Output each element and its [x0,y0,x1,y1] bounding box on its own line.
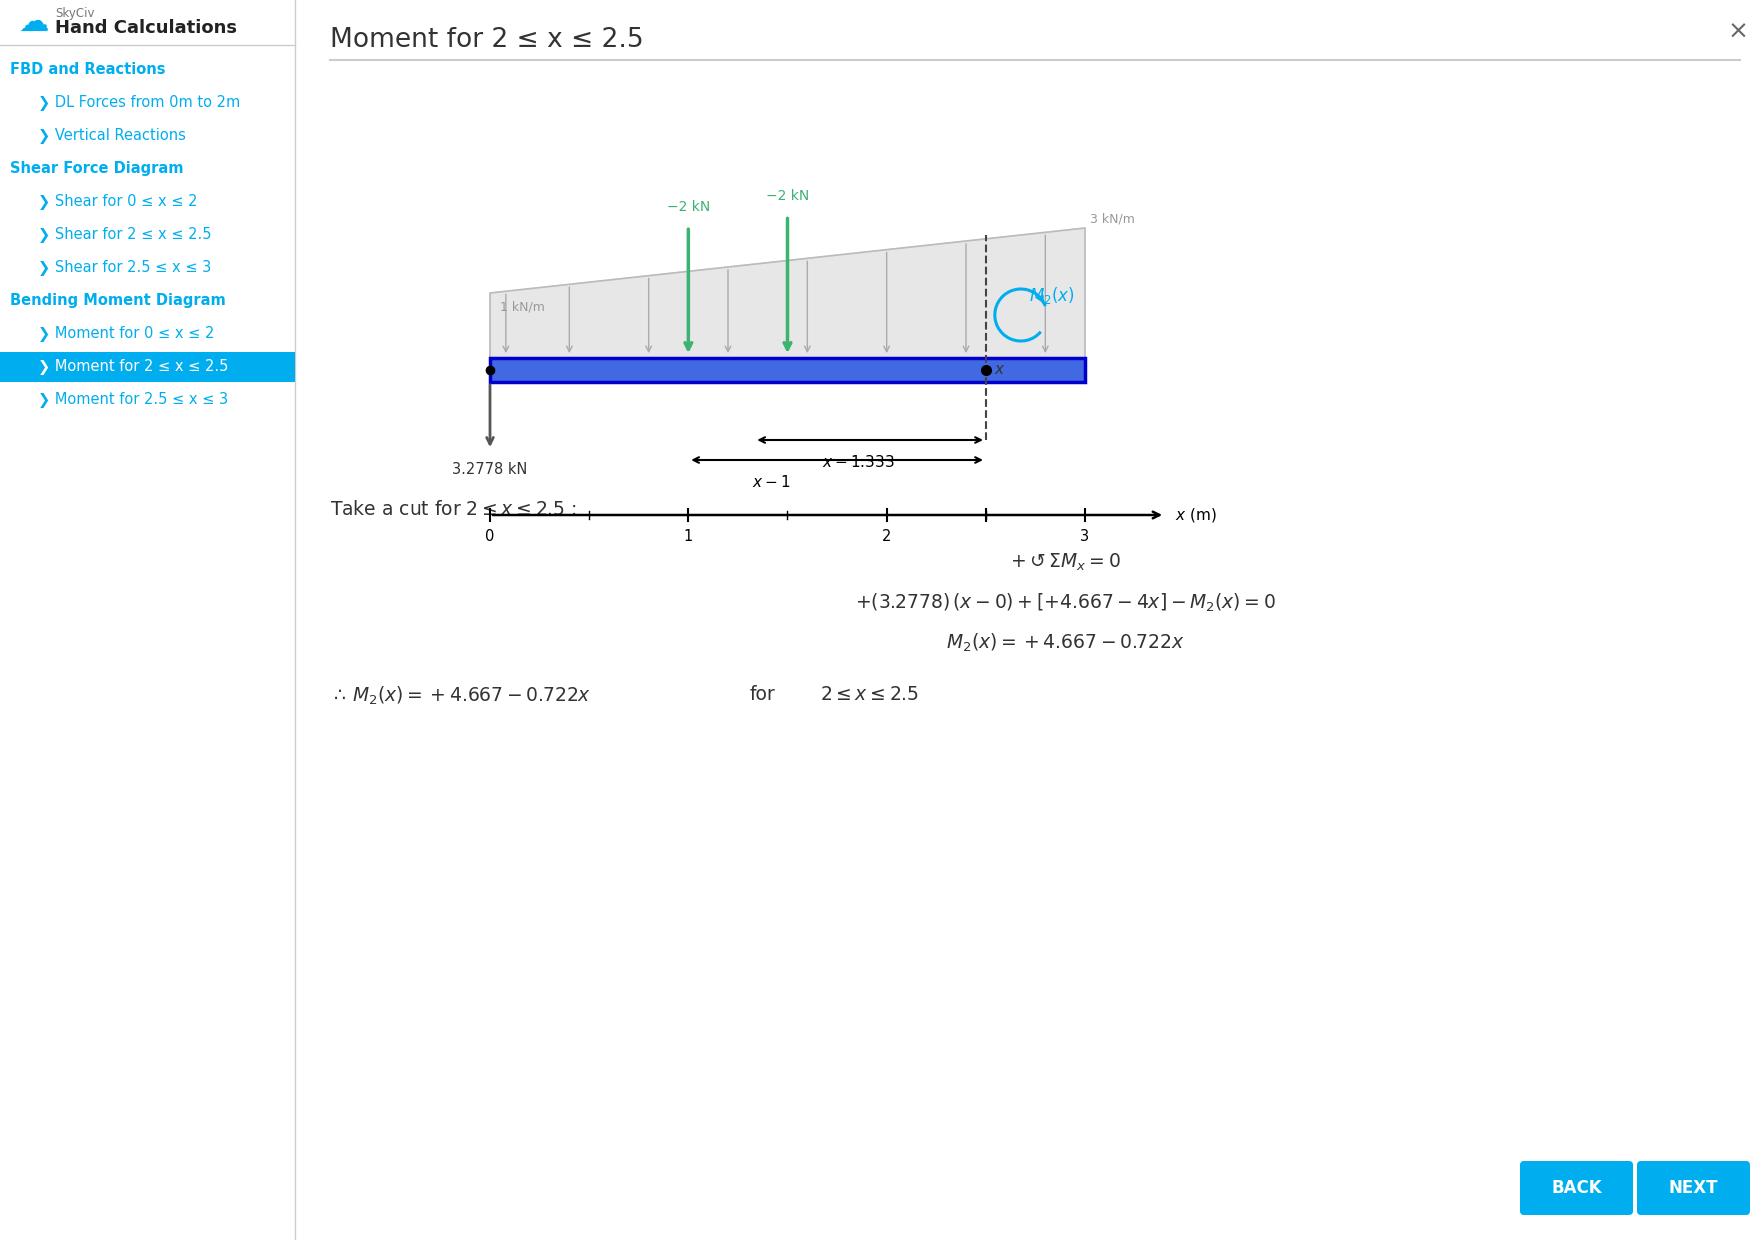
Text: $\therefore\,M_2(x)=+4.667-0.722x$: $\therefore\,M_2(x)=+4.667-0.722x$ [330,684,590,707]
FancyBboxPatch shape [1520,1161,1632,1215]
Polygon shape [490,228,1084,358]
Text: ❯ Vertical Reactions: ❯ Vertical Reactions [39,128,186,144]
Text: 1: 1 [683,529,692,544]
FancyBboxPatch shape [1636,1161,1748,1215]
Text: 3.2778 kN: 3.2778 kN [452,463,527,477]
Text: Take a cut for $2 \leq x \leq 2.5$ :: Take a cut for $2 \leq x \leq 2.5$ : [330,500,576,520]
Text: $x-1$: $x-1$ [752,474,791,490]
Text: $x$ (m): $x$ (m) [1174,506,1216,525]
Text: $x$: $x$ [993,362,1005,377]
Text: SkyCiv: SkyCiv [54,7,95,21]
Text: FBD and Reactions: FBD and Reactions [11,62,165,77]
Text: Bending Moment Diagram: Bending Moment Diagram [11,294,225,309]
Text: $+(3.2778)\,(x-0)+[+4.667-4x]-M_2(x)=0$: $+(3.2778)\,(x-0)+[+4.667-4x]-M_2(x)=0$ [854,591,1274,614]
Text: 2: 2 [882,529,891,544]
Text: ❯ Moment for 2.5 ≤ x ≤ 3: ❯ Moment for 2.5 ≤ x ≤ 3 [39,392,228,408]
Text: ❯ DL Forces from 0m to 2m: ❯ DL Forces from 0m to 2m [39,95,241,112]
Text: 3 kN/m: 3 kN/m [1089,213,1135,226]
Bar [490,358,1084,382]
Text: ☁: ☁ [18,7,49,36]
Text: ❯ Moment for 2 ≤ x ≤ 2.5: ❯ Moment for 2 ≤ x ≤ 2.5 [39,360,228,374]
Bar [0,0,295,1240]
Bar [0,352,295,382]
Text: Hand Calculations: Hand Calculations [54,19,237,37]
Text: Moment for 2 ≤ x ≤ 2.5: Moment for 2 ≤ x ≤ 2.5 [330,27,643,53]
Text: ❯ Shear for 0 ≤ x ≤ 2: ❯ Shear for 0 ≤ x ≤ 2 [39,193,197,210]
Text: ❯ Shear for 2 ≤ x ≤ 2.5: ❯ Shear for 2 ≤ x ≤ 2.5 [39,227,211,243]
Text: $M_2(x)=+4.667-0.722x$: $M_2(x)=+4.667-0.722x$ [945,632,1184,655]
Text: ❯ Shear for 2.5 ≤ x ≤ 3: ❯ Shear for 2.5 ≤ x ≤ 3 [39,260,211,277]
Text: 0: 0 [485,529,494,544]
Text: −2 kN: −2 kN [766,190,808,203]
Text: for: for [750,684,775,704]
Text: $x-1.333$: $x-1.333$ [822,454,894,470]
Text: $M_2(x)$: $M_2(x)$ [1028,284,1074,305]
Text: 1 kN/m: 1 kN/m [499,301,545,314]
Text: BACK: BACK [1550,1179,1601,1197]
Text: $+ \circlearrowleft \Sigma M_x = 0$: $+ \circlearrowleft \Sigma M_x = 0$ [1009,552,1119,573]
Text: NEXT: NEXT [1667,1179,1717,1197]
Text: 3: 3 [1081,529,1089,544]
Text: −2 kN: −2 kN [666,201,710,215]
Text: $2\leq x\leq 2.5$: $2\leq x\leq 2.5$ [819,684,919,704]
Text: ×: × [1727,20,1748,43]
Text: Shear Force Diagram: Shear Force Diagram [11,161,183,176]
Text: ❯ Moment for 0 ≤ x ≤ 2: ❯ Moment for 0 ≤ x ≤ 2 [39,326,214,342]
